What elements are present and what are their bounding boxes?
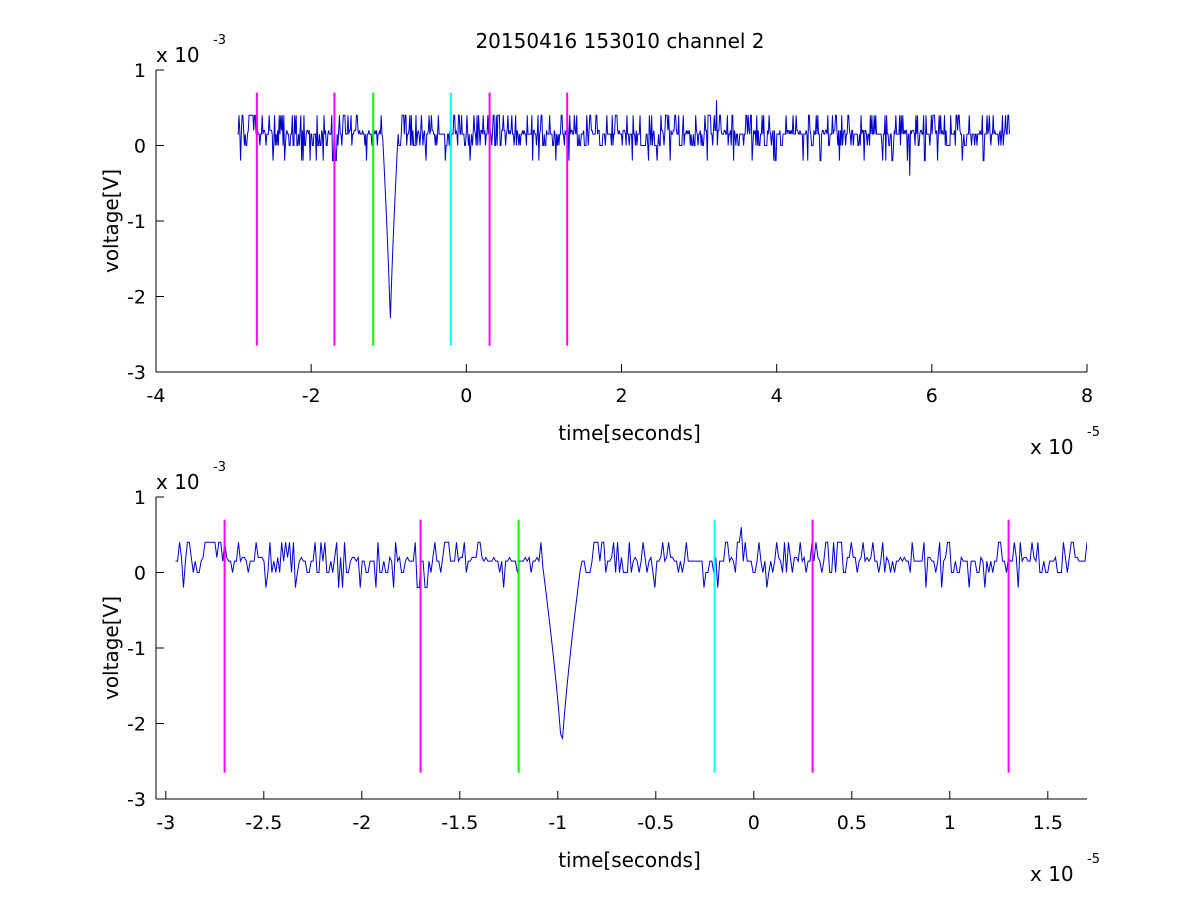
x-axis-label: time[seconds]	[558, 421, 701, 445]
y-tick-label: -3	[127, 362, 146, 384]
signal-trace	[175, 527, 1087, 741]
bottom-plot: -3 -2.5 -2 -1.5 -1 -0.5 0 0.5 1 1.5 -3 -2 -1 0 1 time[s…	[99, 460, 1100, 886]
y-multiplier-label: x 10	[156, 470, 200, 494]
x-tick-label: 1	[944, 812, 956, 834]
y-axis-label: voltage[V]	[99, 596, 123, 700]
x-tick-label: -0.5	[637, 812, 674, 834]
y-multiplier-label: x 10	[156, 43, 200, 67]
x-tick-label: 4	[771, 385, 783, 407]
y-tick-label: -2	[127, 714, 146, 736]
y-tick-label: -1	[127, 638, 146, 660]
x-tick-label: 1.5	[1033, 812, 1063, 834]
y-multiplier-exponent: -3	[213, 460, 226, 475]
x-tick-label: -2.5	[245, 812, 282, 834]
x-tick-label: 0	[748, 812, 760, 834]
x-tick-label: 0	[460, 385, 472, 407]
y-multiplier-exponent: -3	[213, 33, 226, 48]
y-tick-label: 1	[134, 60, 146, 82]
x-tick-label: -3	[156, 812, 175, 834]
x-tick-label: 0.5	[837, 812, 867, 834]
x-tick-label: -1	[548, 812, 567, 834]
x-tick-label: -1.5	[441, 812, 478, 834]
y-tick-label: 0	[134, 136, 146, 158]
x-tick-label: 8	[1081, 385, 1093, 407]
top-plot: -4 -2 0 2 4 6 8 -3 -2 -1 0 1 time[seconds] voltage[V]…	[99, 33, 1100, 459]
y-tick-label: -1	[127, 211, 146, 233]
x-tick-label: -4	[147, 385, 166, 407]
y-tick-label: -3	[127, 789, 146, 811]
signal-trace	[237, 100, 1010, 319]
x-multiplier-label: x 10	[1030, 862, 1074, 886]
x-tick-label: -2	[302, 385, 321, 407]
x-multiplier-exponent: -5	[1087, 425, 1100, 440]
x-tick-label: 6	[926, 385, 938, 407]
x-axis-label: time[seconds]	[558, 848, 701, 872]
y-tick-label: 0	[134, 563, 146, 585]
y-tick-label: -2	[127, 287, 146, 309]
y-axis-label: voltage[V]	[99, 169, 123, 273]
chart-title: 20150416 153010 channel 2	[475, 29, 764, 53]
x-multiplier-label: x 10	[1030, 435, 1074, 459]
x-tick-label: 2	[615, 385, 627, 407]
x-tick-label: -2	[352, 812, 371, 834]
y-tick-label: 1	[134, 487, 146, 509]
x-multiplier-exponent: -5	[1087, 852, 1100, 867]
